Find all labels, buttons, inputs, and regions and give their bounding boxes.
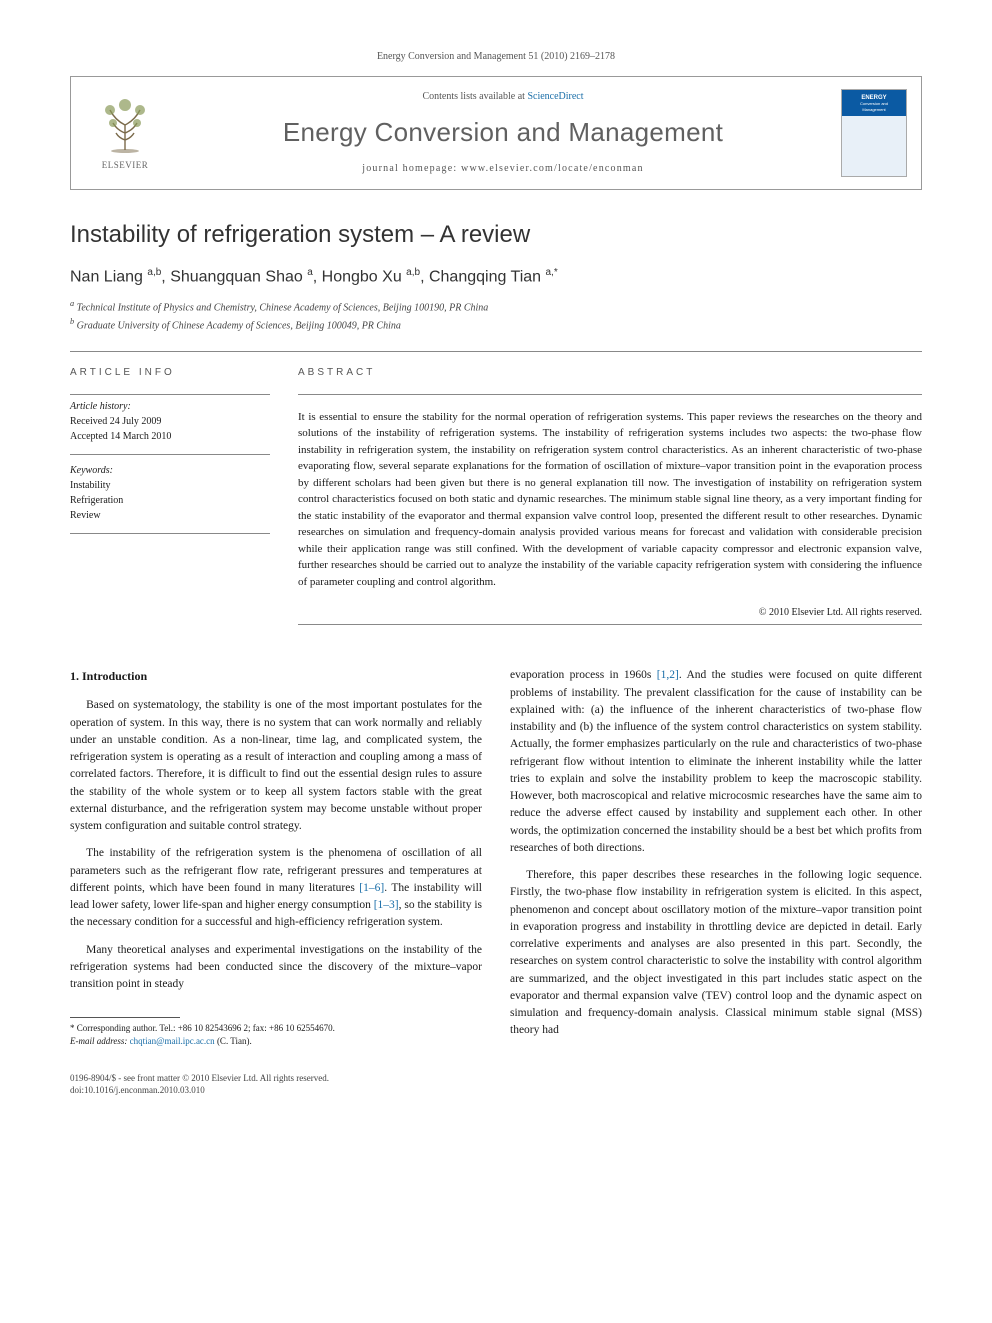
homepage-prefix: journal homepage: bbox=[362, 163, 461, 174]
body-column-right: evaporation process in 1960s [1,2]. And … bbox=[510, 667, 922, 1049]
keyword-3: Review bbox=[70, 508, 270, 523]
page: Energy Conversion and Management 51 (201… bbox=[0, 0, 992, 1137]
para-4: evaporation process in 1960s [1,2]. And … bbox=[510, 667, 922, 857]
elsevier-tree-logo bbox=[95, 95, 155, 155]
affiliations: a Technical Institute of Physics and Che… bbox=[70, 298, 922, 333]
keyword-1: Instability bbox=[70, 478, 270, 493]
journal-cover-thumbnail bbox=[841, 89, 907, 177]
journal-header-box: ELSEVIER Contents lists available at Sci… bbox=[70, 76, 922, 190]
abstract-text: It is essential to ensure the stability … bbox=[298, 399, 922, 601]
history-received: Received 24 July 2009 bbox=[70, 414, 270, 429]
abstract-column: ABSTRACT It is essential to ensure the s… bbox=[298, 356, 922, 630]
abstract-label: ABSTRACT bbox=[298, 356, 922, 390]
footer-left: 0196-8904/$ - see front matter © 2010 El… bbox=[70, 1072, 329, 1097]
journal-homepage-line: journal homepage: www.elsevier.com/locat… bbox=[165, 162, 841, 176]
section-number: 1. bbox=[70, 669, 79, 683]
section-title: Introduction bbox=[82, 669, 147, 683]
contents-prefix: Contents lists available at bbox=[422, 91, 527, 102]
running-header: Energy Conversion and Management 51 (201… bbox=[70, 50, 922, 64]
publisher-name: ELSEVIER bbox=[102, 159, 149, 172]
publisher-block: ELSEVIER bbox=[85, 95, 165, 172]
homepage-url: www.elsevier.com/locate/enconman bbox=[461, 163, 644, 174]
sciencedirect-link[interactable]: ScienceDirect bbox=[527, 91, 583, 102]
footer-doi: doi:10.1016/j.enconman.2010.03.010 bbox=[70, 1084, 329, 1097]
para-3: Many theoretical analyses and experiment… bbox=[70, 942, 482, 994]
email-suffix: (C. Tian). bbox=[217, 1036, 252, 1046]
affiliation-b-text: Graduate University of Chinese Academy o… bbox=[77, 320, 401, 331]
corresponding-author-footnote: * Corresponding author. Tel.: +86 10 825… bbox=[70, 1022, 482, 1047]
email-line: E-mail address: chqtian@mail.ipc.ac.cn (… bbox=[70, 1035, 482, 1048]
abstract-divider-bottom bbox=[298, 624, 922, 625]
history-accepted: Accepted 14 March 2010 bbox=[70, 429, 270, 444]
info-abstract-row: ARTICLE INFO Article history: Received 2… bbox=[70, 356, 922, 630]
history-label: Article history: bbox=[70, 399, 270, 414]
para-5: Therefore, this paper describes these re… bbox=[510, 867, 922, 1040]
keywords-block: Keywords: Instability Refrigeration Revi… bbox=[70, 463, 270, 534]
abstract-copyright: © 2010 Elsevier Ltd. All rights reserved… bbox=[298, 606, 922, 620]
divider-rule bbox=[70, 351, 922, 352]
email-label: E-mail address: bbox=[70, 1036, 127, 1046]
article-title: Instability of refrigeration system – A … bbox=[70, 218, 922, 252]
footnote-rule bbox=[70, 1017, 180, 1018]
header-center: Contents lists available at ScienceDirec… bbox=[165, 90, 841, 176]
footer-front-matter: 0196-8904/$ - see front matter © 2010 El… bbox=[70, 1072, 329, 1085]
affiliation-b: b Graduate University of Chinese Academy… bbox=[70, 316, 922, 333]
page-footer: 0196-8904/$ - see front matter © 2010 El… bbox=[70, 1072, 922, 1097]
article-info-column: ARTICLE INFO Article history: Received 2… bbox=[70, 356, 270, 630]
article-info-label: ARTICLE INFO bbox=[70, 356, 270, 390]
keywords-label: Keywords: bbox=[70, 463, 270, 478]
journal-name: Energy Conversion and Management bbox=[165, 114, 841, 150]
corresponding-email-link[interactable]: chqtian@mail.ipc.ac.cn bbox=[130, 1036, 215, 1046]
para-1: Based on systematology, the stability is… bbox=[70, 697, 482, 835]
affiliation-a: a Technical Institute of Physics and Che… bbox=[70, 298, 922, 315]
section-heading: 1. Introduction bbox=[70, 667, 482, 685]
abstract-divider-top bbox=[298, 394, 922, 395]
article-history-block: Article history: Received 24 July 2009 A… bbox=[70, 399, 270, 455]
info-divider bbox=[70, 394, 270, 395]
para-2: The instability of the refrigeration sys… bbox=[70, 845, 482, 931]
body-columns: 1. Introduction Based on systematology, … bbox=[70, 667, 922, 1049]
author-list: Nan Liang a,b, Shuangquan Shao a, Hongbo… bbox=[70, 266, 922, 289]
body-column-left: 1. Introduction Based on systematology, … bbox=[70, 667, 482, 1049]
affiliation-a-text: Technical Institute of Physics and Chemi… bbox=[77, 303, 489, 314]
keyword-2: Refrigeration bbox=[70, 493, 270, 508]
contents-available-line: Contents lists available at ScienceDirec… bbox=[165, 90, 841, 104]
corresponding-line: * Corresponding author. Tel.: +86 10 825… bbox=[70, 1022, 482, 1035]
